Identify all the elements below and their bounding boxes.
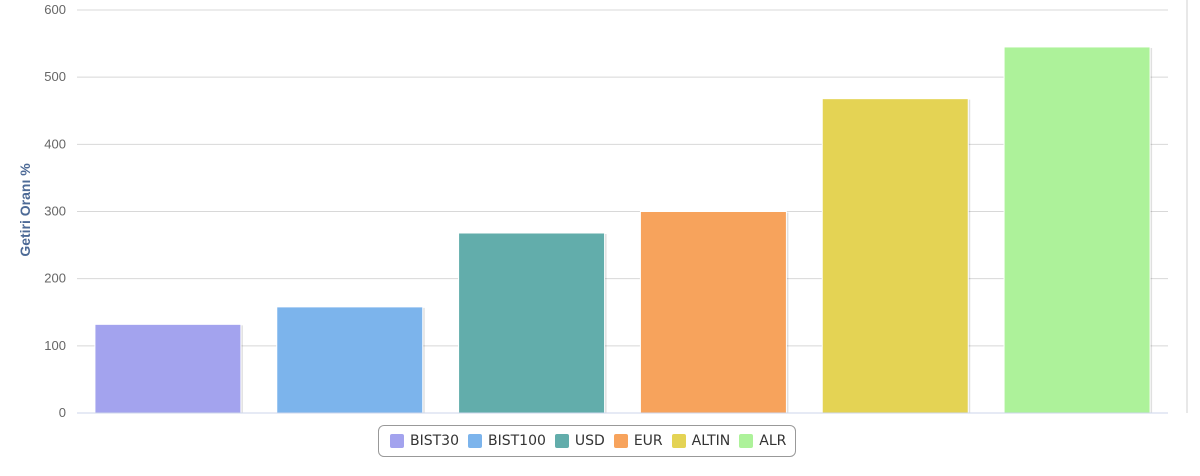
bar-eur[interactable] bbox=[639, 211, 787, 414]
legend-swatch bbox=[554, 434, 569, 448]
legend: BIST30 BIST100 USD EUR ALTIN ALR bbox=[378, 425, 797, 457]
legend-swatch bbox=[468, 434, 482, 448]
legend-swatch bbox=[671, 434, 686, 448]
legend-label: ALR bbox=[759, 433, 787, 449]
bar-usd[interactable] bbox=[458, 232, 606, 414]
legend-label: ALTIN bbox=[691, 433, 731, 449]
legend-label: BIST30 bbox=[410, 433, 459, 449]
grid-lines bbox=[77, 9, 1168, 347]
legend-item-bist30[interactable]: BIST30 bbox=[390, 433, 459, 449]
legend-item-eur[interactable]: EUR bbox=[613, 433, 663, 449]
y-tick-label: 0 bbox=[59, 405, 66, 420]
y-axis-label: Getiri Oranı % bbox=[17, 163, 33, 257]
legend-label: BIST100 bbox=[488, 433, 546, 449]
legend-item-bist100[interactable]: BIST100 bbox=[468, 433, 546, 449]
y-tick-label: 500 bbox=[44, 69, 66, 84]
y-tick-label: 600 bbox=[44, 2, 66, 17]
legend-item-altin[interactable]: ALTIN bbox=[671, 433, 731, 449]
bar-bist30[interactable] bbox=[94, 323, 242, 414]
y-tick-label: 200 bbox=[44, 271, 66, 286]
y-tick-label: 300 bbox=[44, 204, 66, 219]
bar-alr[interactable] bbox=[1003, 46, 1151, 414]
legend-item-alr[interactable]: ALR bbox=[739, 433, 786, 449]
legend-swatch bbox=[613, 434, 628, 448]
y-tick-label: 100 bbox=[44, 338, 66, 353]
bar-altin[interactable] bbox=[821, 98, 969, 414]
bars bbox=[94, 46, 1153, 414]
legend-label: USD bbox=[574, 433, 605, 449]
legend-label: EUR bbox=[633, 433, 663, 449]
legend-swatch bbox=[390, 434, 404, 448]
y-tick-label: 400 bbox=[44, 136, 66, 151]
legend-item-usd[interactable]: USD bbox=[554, 433, 605, 449]
bar-bist100[interactable] bbox=[276, 306, 424, 414]
legend-swatch bbox=[739, 434, 754, 448]
y-axis-ticks: 0 100 200 300 400 500 600 bbox=[44, 2, 66, 420]
